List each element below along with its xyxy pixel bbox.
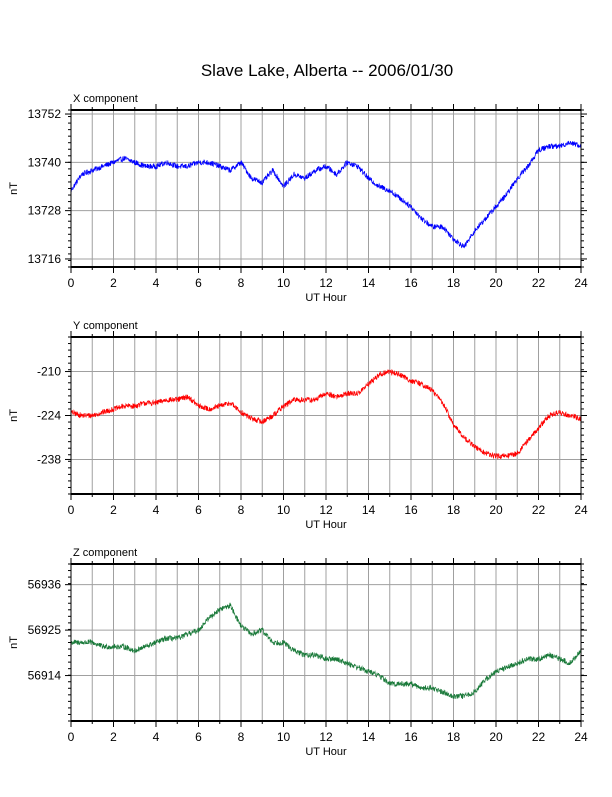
x-x-tick-label: 8 (238, 276, 245, 290)
z-x-tick-label: 22 (532, 730, 546, 744)
z-series-line (70, 602, 582, 700)
y-series-line (70, 369, 582, 460)
x-x-tick-label: 14 (362, 276, 376, 290)
x-x-tick-label: 4 (153, 276, 160, 290)
y-y-tick-label: -210 (37, 365, 61, 379)
z-x-tick-label: 20 (489, 730, 503, 744)
z-x-tick-label: 18 (447, 730, 461, 744)
x-x-tick-label: 2 (110, 276, 117, 290)
x-panel-title: X component (73, 93, 138, 105)
z-x-tick-label: 24 (574, 730, 588, 744)
x-x-tick-label: 22 (532, 276, 546, 290)
z-x-tick-label: 12 (319, 730, 333, 744)
z-x-axis-label: UT Hour (305, 746, 347, 758)
y-panel-title: Y component (73, 320, 138, 332)
x-series-line (70, 140, 582, 249)
y-x-tick-label: 20 (489, 503, 503, 517)
x-y-tick-label: 13752 (28, 107, 62, 121)
y-x-tick-label: 6 (195, 503, 202, 517)
z-x-tick-label: 8 (238, 730, 245, 744)
z-y-tick-label: 56936 (28, 578, 62, 592)
y-y-axis-label: nT (8, 409, 20, 422)
y-x-axis-label: UT Hour (305, 519, 347, 531)
y-x-tick-label: 22 (532, 503, 546, 517)
y-x-tick-label: 2 (110, 503, 117, 517)
x-x-tick-label: 10 (277, 276, 291, 290)
y-x-tick-label: 4 (153, 503, 160, 517)
y-x-tick-label: 8 (238, 503, 245, 517)
y-y-tick-label: -238 (37, 452, 61, 466)
page-title: Slave Lake, Alberta -- 2006/01/30 (201, 61, 453, 80)
z-x-tick-label: 6 (195, 730, 202, 744)
z-x-tick-label: 10 (277, 730, 291, 744)
y-x-tick-label: 16 (404, 503, 418, 517)
x-y-tick-label: 13740 (28, 155, 62, 169)
y-x-tick-label: 10 (277, 503, 291, 517)
z-y-tick-label: 56914 (28, 669, 62, 683)
z-y-axis-label: nT (8, 636, 20, 649)
z-panel-title: Z component (73, 547, 137, 559)
y-y-tick-label: -224 (37, 409, 61, 423)
y-x-tick-label: 14 (362, 503, 376, 517)
z-x-tick-label: 16 (404, 730, 418, 744)
x-y-tick-label: 13716 (28, 252, 62, 266)
z-x-tick-label: 4 (153, 730, 160, 744)
x-x-tick-label: 20 (489, 276, 503, 290)
y-x-tick-label: 12 (319, 503, 333, 517)
x-x-tick-label: 16 (404, 276, 418, 290)
z-x-tick-label: 0 (68, 730, 75, 744)
x-x-tick-label: 24 (574, 276, 588, 290)
x-x-axis-label: UT Hour (305, 292, 347, 304)
x-x-tick-label: 12 (319, 276, 333, 290)
x-x-tick-label: 18 (447, 276, 461, 290)
x-x-tick-label: 0 (68, 276, 75, 290)
z-x-tick-label: 14 (362, 730, 376, 744)
x-y-axis-label: nT (8, 182, 20, 195)
x-x-tick-label: 6 (195, 276, 202, 290)
y-x-tick-label: 24 (574, 503, 588, 517)
z-x-tick-label: 2 (110, 730, 117, 744)
y-x-tick-label: 0 (68, 503, 75, 517)
x-y-tick-label: 13728 (28, 204, 62, 218)
z-y-tick-label: 56925 (28, 623, 62, 637)
y-x-tick-label: 18 (447, 503, 461, 517)
